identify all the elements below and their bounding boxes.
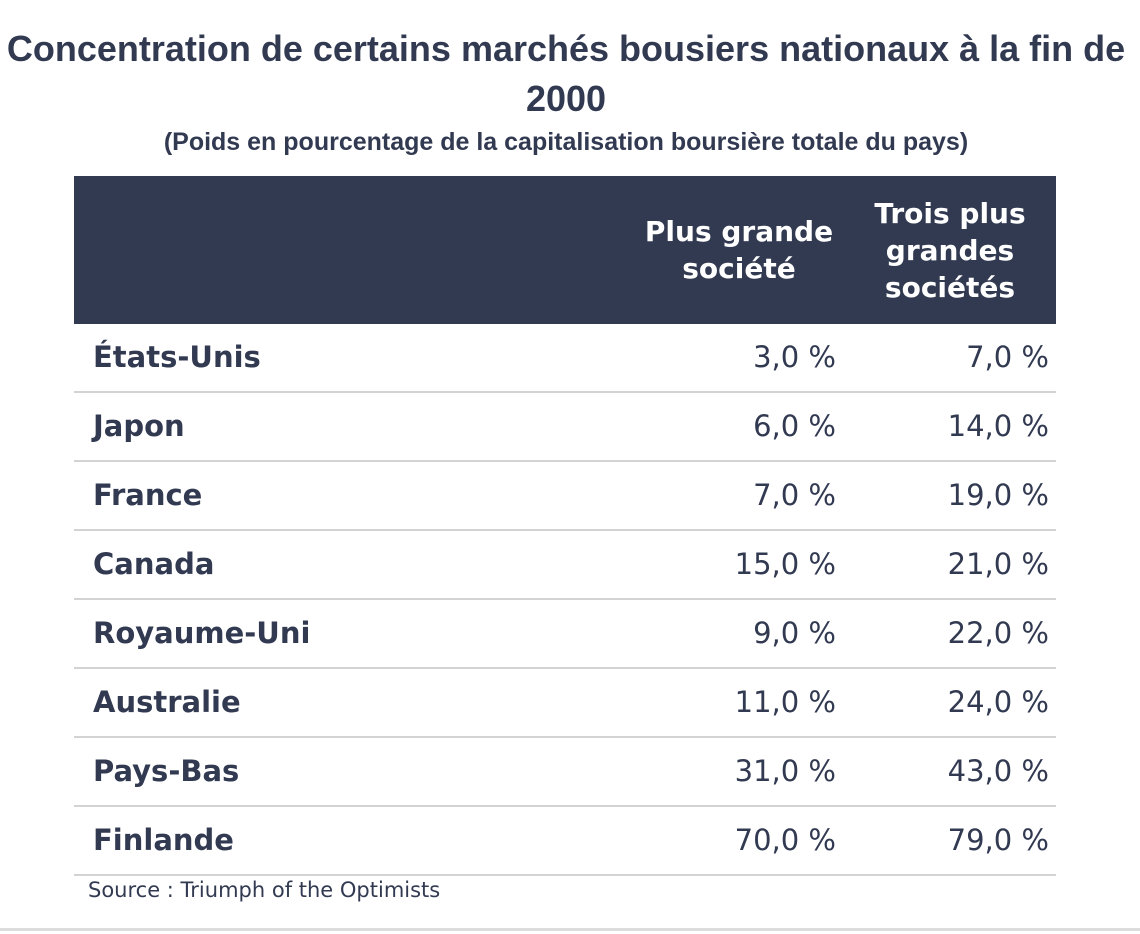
three-largest-value: 21,0 % <box>947 547 1049 581</box>
table-row: Royaume-Uni 9,0 % 22,0 % <box>74 600 1056 669</box>
table-row: Australie 11,0 % 24,0 % <box>74 669 1056 738</box>
largest-company-value: 9,0 % <box>753 616 836 650</box>
three-largest-value: 7,0 % <box>966 340 1049 374</box>
three-largest-value: 19,0 % <box>947 478 1049 512</box>
largest-company-value: 70,0 % <box>734 823 836 857</box>
largest-company-value: 3,0 % <box>753 340 836 374</box>
table-body: États-Unis 3,0 % 7,0 % Japon 6,0 % 14,0 % Fran… <box>74 324 1056 876</box>
table-row: France 7,0 % 19,0 % <box>74 462 1056 531</box>
largest-company-value: 31,0 % <box>734 754 836 788</box>
table-row: Pays-Bas 31,0 % 43,0 % <box>74 738 1056 807</box>
bottom-divider <box>0 928 1140 931</box>
table-row: États-Unis 3,0 % 7,0 % <box>74 324 1056 393</box>
three-largest-value: 14,0 % <box>947 409 1049 443</box>
data-table: Plus grande société Trois plus grandes s… <box>74 176 1056 876</box>
three-largest-value: 22,0 % <box>947 616 1049 650</box>
column-header-three-largest-companies: Trois plus grandes sociétés <box>874 196 1026 304</box>
table-row: Canada 15,0 % 21,0 % <box>74 531 1056 600</box>
largest-company-value: 6,0 % <box>753 409 836 443</box>
three-largest-value: 24,0 % <box>947 685 1049 719</box>
largest-company-value: 11,0 % <box>734 685 836 719</box>
table-header: Plus grande société Trois plus grandes s… <box>74 176 1056 324</box>
three-largest-value: 79,0 % <box>947 823 1049 857</box>
table-row: Japon 6,0 % 14,0 % <box>74 393 1056 462</box>
country-cell: Pays-Bas <box>93 754 240 788</box>
largest-company-value: 15,0 % <box>734 547 836 581</box>
country-cell: États-Unis <box>93 340 261 374</box>
country-cell: Japon <box>93 409 185 443</box>
source-note: Source : Triumph of the Optimists <box>88 878 441 902</box>
country-cell: Australie <box>93 685 241 719</box>
country-cell: France <box>93 478 203 512</box>
table-subtitle: (Poids en pourcentage de la capitalisati… <box>163 128 969 156</box>
three-largest-value: 43,0 % <box>947 754 1049 788</box>
largest-company-value: 7,0 % <box>753 478 836 512</box>
column-header-largest-company: Plus grande société <box>644 215 834 285</box>
table-row: Finlande 70,0 % 79,0 % <box>74 807 1056 876</box>
country-cell: Canada <box>93 547 215 581</box>
country-cell: Royaume-Uni <box>93 616 311 650</box>
country-cell: Finlande <box>93 823 234 857</box>
table-title: Concentration de certains marchés bousie… <box>6 28 1126 119</box>
